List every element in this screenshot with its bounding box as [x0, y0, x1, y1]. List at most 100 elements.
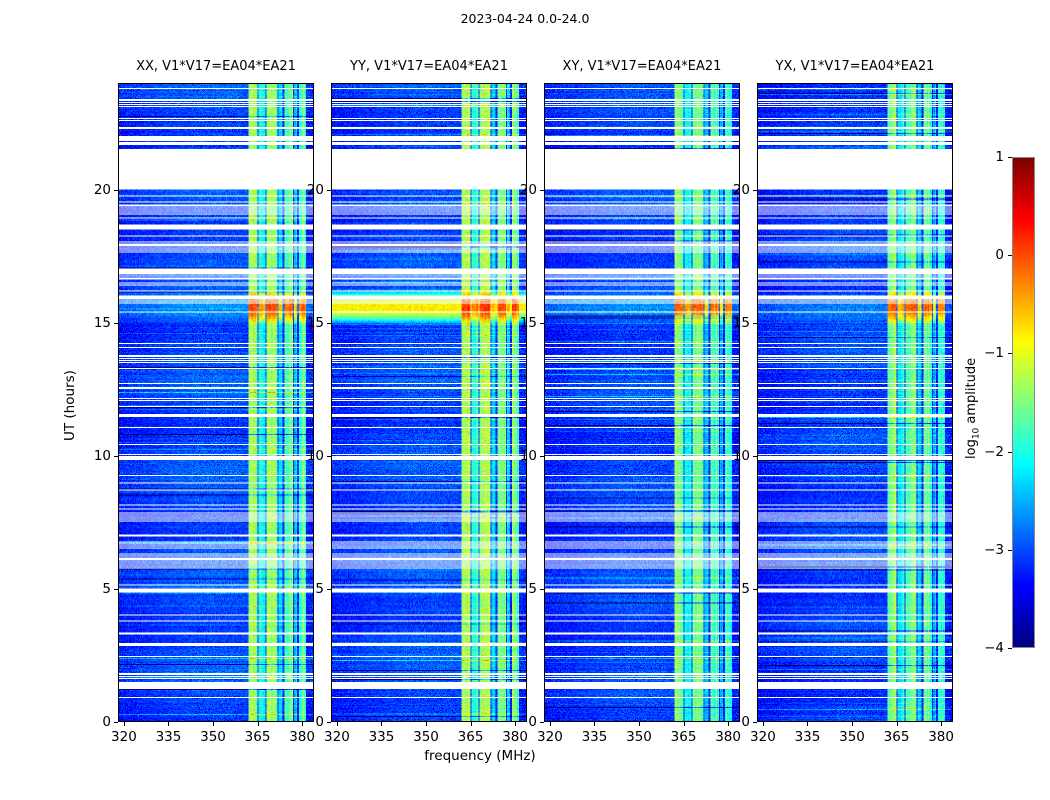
colorbar-tick-mark — [1008, 451, 1012, 453]
xtick-mark — [728, 722, 730, 726]
ytick-mark — [540, 588, 544, 590]
xtick-label: 365 — [883, 729, 910, 745]
waterfall-panel-xx[interactable] — [118, 83, 314, 722]
xtick-mark — [762, 722, 764, 726]
colorbar-label-base: log — [964, 438, 979, 459]
ytick-mark — [327, 588, 331, 590]
panel-title-yy: YY, V1*V17=EA04*EA21 — [350, 59, 508, 74]
ytick-label: 20 — [732, 181, 750, 198]
waterfall-panel-xy[interactable] — [544, 83, 740, 722]
ytick-label: 5 — [528, 580, 537, 597]
ytick-mark — [114, 455, 118, 457]
colorbar — [1012, 157, 1035, 648]
ytick-label: 5 — [315, 580, 324, 597]
xtick-label: 350 — [413, 729, 439, 745]
ytick-mark — [753, 588, 757, 590]
colorbar-tick-label: −3 — [984, 541, 1004, 558]
ytick-mark — [327, 322, 331, 324]
ytick-label: 10 — [519, 447, 537, 464]
colorbar-label-subscript: 10 — [971, 427, 982, 439]
ytick-label: 15 — [306, 314, 324, 331]
xtick-label: 350 — [626, 729, 652, 745]
xtick-label: 335 — [581, 729, 608, 745]
waterfall-panel-yy[interactable] — [331, 83, 527, 722]
xtick-mark — [941, 722, 943, 726]
xtick-label: 335 — [794, 729, 821, 745]
ytick-mark — [753, 322, 757, 324]
panel-title-yx: YX, V1*V17=EA04*EA21 — [775, 59, 935, 74]
xtick-label: 350 — [839, 729, 865, 745]
colorbar-tick-label: 1 — [995, 149, 1004, 165]
xtick-mark — [807, 722, 809, 726]
xtick-mark — [336, 722, 338, 726]
ytick-mark — [327, 455, 331, 457]
ytick-label: 0 — [741, 714, 750, 730]
xtick-mark — [639, 722, 641, 726]
xtick-mark — [213, 722, 215, 726]
y-axis-label: UT (hours) — [62, 369, 78, 441]
xtick-label: 350 — [200, 729, 226, 745]
colorbar-axis-label: log10 amplitude — [964, 357, 982, 458]
ytick-label: 0 — [528, 714, 537, 730]
ytick-mark — [114, 722, 118, 723]
xtick-label: 380 — [928, 729, 954, 745]
xtick-label: 320 — [537, 729, 563, 745]
ytick-label: 10 — [306, 447, 324, 464]
ytick-mark — [114, 588, 118, 590]
waterfall-image-yy — [332, 84, 526, 721]
ytick-label: 5 — [102, 580, 111, 597]
xtick-label: 335 — [368, 729, 395, 745]
xtick-mark — [852, 722, 854, 726]
ytick-mark — [753, 189, 757, 191]
xtick-mark — [426, 722, 428, 726]
colorbar-tick-mark — [1008, 353, 1012, 355]
ytick-mark — [114, 322, 118, 324]
ytick-mark — [540, 189, 544, 191]
ytick-label: 15 — [93, 314, 111, 331]
ytick-label: 0 — [315, 714, 324, 730]
panel-title-xx: XX, V1*V17=EA04*EA21 — [136, 59, 296, 74]
panel-title-xy: XY, V1*V17=EA04*EA21 — [562, 59, 722, 74]
ytick-mark — [540, 455, 544, 457]
ytick-label: 20 — [519, 181, 537, 198]
waterfall-image-xx — [119, 84, 313, 721]
figure-suptitle: 2023-04-24 0.0-24.0 — [460, 11, 590, 26]
x-axis-label: frequency (MHz) — [424, 748, 536, 764]
xtick-mark — [549, 722, 551, 726]
xtick-mark — [381, 722, 383, 726]
colorbar-tick-mark — [1008, 157, 1012, 158]
xtick-mark — [302, 722, 304, 726]
ytick-label: 10 — [93, 447, 111, 464]
colorbar-tick-label: −4 — [984, 640, 1004, 656]
xtick-mark — [123, 722, 125, 726]
xtick-label: 380 — [715, 729, 741, 745]
xtick-mark — [515, 722, 517, 726]
waterfall-panel-yx[interactable] — [757, 83, 953, 722]
xtick-label: 365 — [457, 729, 484, 745]
ytick-label: 10 — [732, 447, 750, 464]
ytick-label: 15 — [732, 314, 750, 331]
ytick-mark — [753, 722, 757, 723]
ytick-label: 5 — [741, 580, 750, 597]
xtick-label: 320 — [324, 729, 350, 745]
colorbar-tick-mark — [1008, 549, 1012, 551]
xtick-label: 335 — [155, 729, 182, 745]
colorbar-gradient — [1013, 158, 1034, 647]
ytick-mark — [327, 722, 331, 723]
ytick-label: 0 — [102, 714, 111, 730]
xtick-label: 320 — [750, 729, 776, 745]
xtick-mark — [594, 722, 596, 726]
xtick-mark — [896, 722, 898, 726]
ytick-label: 20 — [306, 181, 324, 198]
ytick-mark — [753, 455, 757, 457]
xtick-label: 365 — [670, 729, 697, 745]
ytick-mark — [540, 722, 544, 723]
waterfall-image-xy — [545, 84, 739, 721]
xtick-mark — [257, 722, 259, 726]
colorbar-tick-mark — [1008, 648, 1012, 649]
xtick-label: 320 — [111, 729, 137, 745]
colorbar-tick-mark — [1008, 255, 1012, 257]
waterfall-image-yx — [758, 84, 952, 721]
ytick-label: 15 — [519, 314, 537, 331]
